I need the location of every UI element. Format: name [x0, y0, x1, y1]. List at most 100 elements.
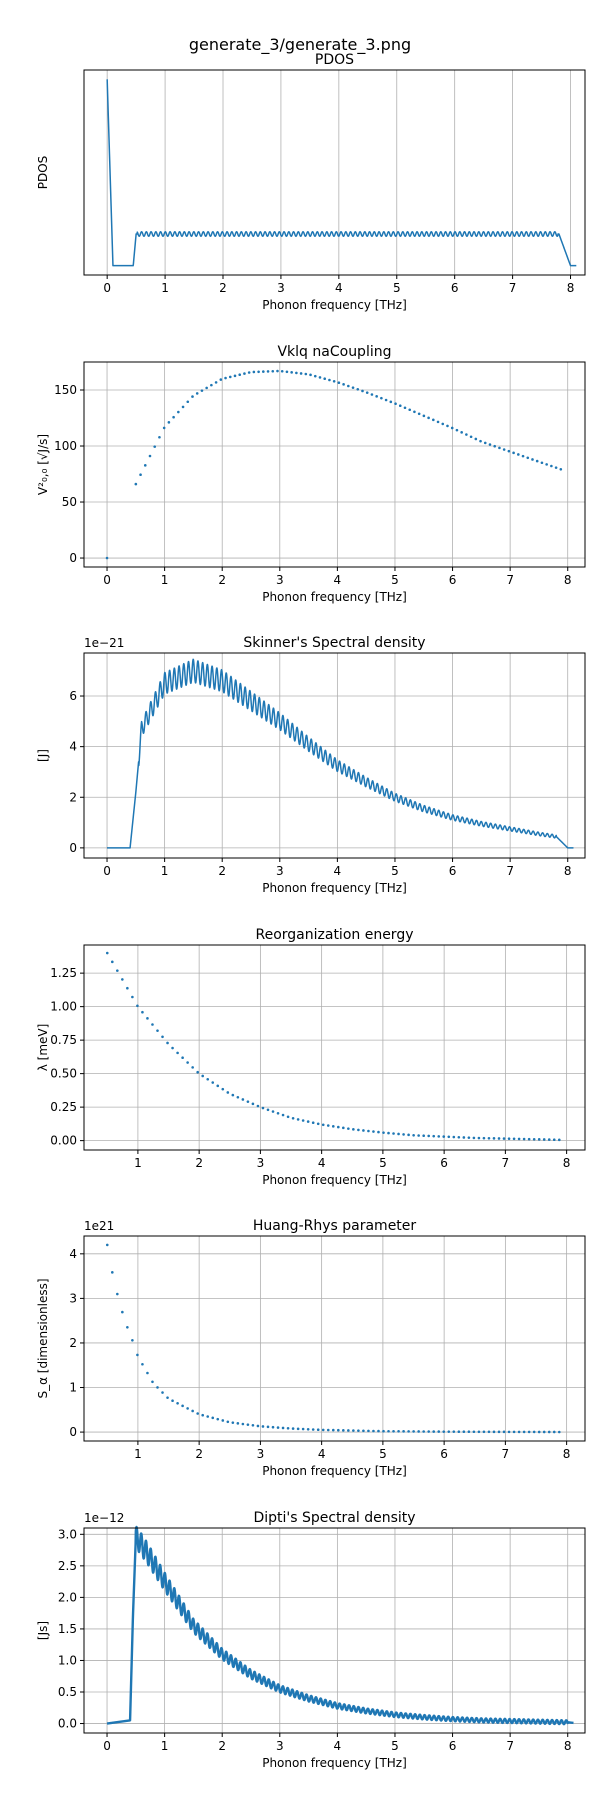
data-point — [361, 389, 364, 393]
x-tick-label: 5 — [391, 1739, 399, 1753]
data-point — [266, 1108, 270, 1112]
data-point — [342, 383, 345, 386]
data-point — [482, 1430, 486, 1434]
data-point — [191, 395, 194, 398]
y-tick-label: 2 — [69, 1336, 77, 1350]
data-point — [502, 1430, 506, 1434]
data-point — [537, 1430, 541, 1434]
data-point — [143, 464, 147, 467]
data-point — [392, 1429, 395, 1433]
data-point — [191, 1066, 194, 1069]
x-tick-label: 1 — [161, 1739, 169, 1753]
data-point — [447, 1430, 451, 1433]
x-tick-label: 2 — [218, 1739, 226, 1753]
data-point — [201, 1074, 204, 1078]
data-point — [266, 370, 270, 373]
data-point — [181, 405, 185, 409]
data-point — [136, 1004, 139, 1008]
data-point — [116, 969, 119, 972]
data-point — [497, 1430, 501, 1434]
data-point — [394, 402, 397, 405]
data-point — [158, 435, 161, 439]
data-point — [116, 1292, 119, 1296]
x-tick-label: 1 — [161, 281, 169, 295]
data-point — [306, 1427, 310, 1431]
data-point — [262, 370, 265, 373]
data-point — [276, 1426, 280, 1429]
x-tick-label: 4 — [334, 1739, 342, 1753]
data-point — [547, 1430, 551, 1434]
data-point — [447, 1135, 451, 1139]
gridlines — [84, 945, 585, 1150]
data-point — [139, 473, 142, 477]
data-point — [166, 1041, 169, 1045]
y-tick-label: 2 — [69, 790, 77, 804]
data-point — [417, 1134, 420, 1137]
x-tick-label: 5 — [393, 281, 401, 295]
y-tick-label: 0 — [69, 551, 77, 565]
data-point — [105, 1243, 109, 1247]
data-point — [181, 1404, 184, 1408]
y-tick-label: 3.0 — [58, 1527, 77, 1541]
data-point — [413, 410, 416, 414]
data-point — [427, 416, 430, 420]
data-point — [357, 1429, 360, 1432]
series — [106, 79, 577, 267]
data-point — [493, 444, 497, 448]
y-tick-label: 4 — [69, 740, 77, 754]
y-tick-label: 100 — [54, 439, 77, 453]
data-point — [231, 1093, 235, 1097]
data-point — [452, 1430, 456, 1433]
data-point — [407, 1430, 410, 1433]
data-point — [397, 1430, 400, 1433]
series — [105, 1243, 561, 1434]
x-tick-label: 1 — [134, 1156, 142, 1170]
data-point — [517, 453, 520, 456]
data-point — [162, 426, 166, 430]
data-point — [177, 410, 180, 414]
data-point — [550, 464, 553, 468]
data-point — [216, 1417, 220, 1421]
data-point — [389, 400, 393, 404]
data-point — [257, 370, 260, 374]
series — [105, 369, 563, 560]
data-point — [412, 1430, 415, 1433]
x-tick-label: 0 — [103, 281, 111, 295]
data-point — [210, 383, 213, 387]
data-point — [276, 369, 279, 373]
data-point — [286, 1115, 290, 1119]
data-point — [151, 1380, 154, 1384]
data-point — [186, 1407, 189, 1410]
data-point — [201, 1413, 204, 1417]
data-point — [256, 1104, 260, 1108]
chart-huang: 1 2 3 4 5 6 7 8 0 1 2 3 4 Huang-Rhys parameter Phonon … — [36, 1218, 586, 1478]
x-tick-label: 6 — [440, 1156, 448, 1170]
data-point — [228, 375, 232, 379]
data-point — [537, 1138, 541, 1141]
data-point — [397, 1132, 400, 1136]
y-tick-label: 0.00 — [50, 1134, 77, 1148]
data-point — [512, 451, 515, 455]
data-point — [271, 1110, 275, 1113]
data-point — [367, 1129, 370, 1133]
data-point — [472, 1430, 476, 1434]
data-point — [387, 1429, 390, 1433]
data-point — [380, 396, 383, 400]
data-point — [251, 1102, 255, 1106]
data-point — [492, 1430, 496, 1434]
figure-suptitle: generate_3/generate_3.png — [189, 35, 411, 55]
data-point — [552, 1430, 556, 1434]
gridlines — [84, 1236, 585, 1441]
data-point — [271, 1425, 275, 1429]
data-point — [352, 1128, 355, 1131]
data-point — [141, 1362, 144, 1366]
data-point — [427, 1430, 431, 1433]
data-point — [191, 1409, 194, 1413]
x-tick-label: 3 — [257, 1447, 265, 1461]
chart-pdos: 0 1 2 3 4 5 6 7 8 PDOS Phonon frequency [THz] PDOS — [36, 52, 586, 312]
data-point — [382, 1429, 385, 1433]
data-point — [479, 439, 482, 443]
x-tick-label: 3 — [276, 864, 284, 878]
y-tick-label: 150 — [54, 383, 77, 397]
y-tick-label: 1.00 — [50, 1000, 77, 1014]
